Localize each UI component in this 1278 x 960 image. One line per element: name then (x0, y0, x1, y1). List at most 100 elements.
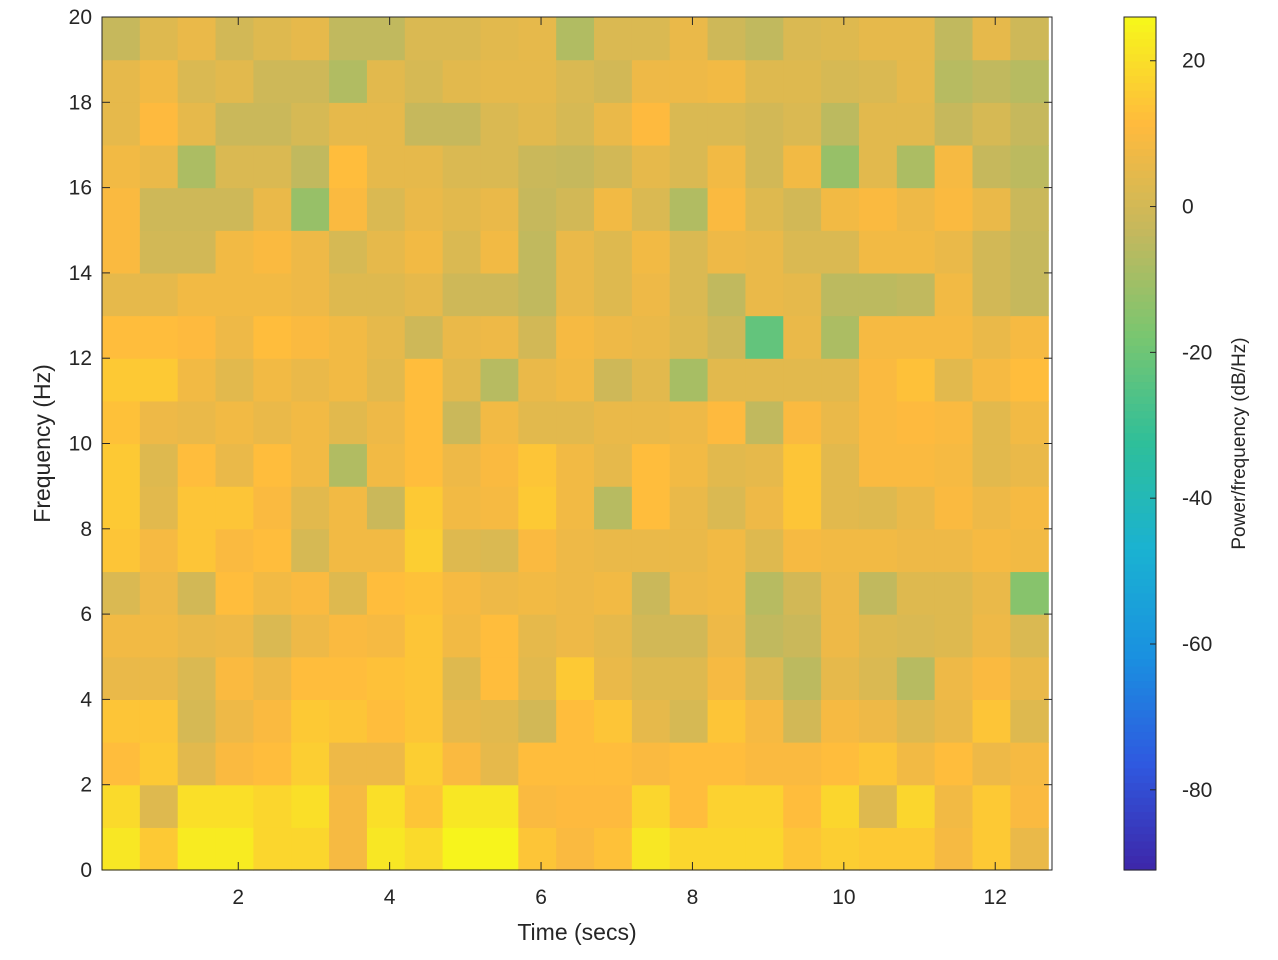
x-tick-label: 8 (687, 886, 699, 909)
heatmap-cell (594, 614, 633, 658)
heatmap-cell (858, 528, 898, 573)
heatmap-cell (253, 59, 292, 103)
colorbar-segment (1124, 651, 1156, 660)
y-axis-label: Frequency (Hz) (29, 364, 55, 522)
heatmap-cell (707, 614, 747, 658)
colorbar-segment (1124, 563, 1156, 572)
heatmap-cell (177, 571, 217, 615)
heatmap-cell (480, 784, 519, 828)
heatmap-cell (215, 614, 254, 658)
heatmap-cell (821, 614, 860, 658)
colorbar-segment (1124, 89, 1156, 98)
colorbar-frame (1123, 16, 1157, 871)
heatmap-cell (518, 443, 557, 487)
heatmap-cell (556, 315, 595, 359)
heatmap-cell (404, 187, 444, 231)
heatmap-cell (669, 315, 709, 359)
heatmap-cell (896, 400, 936, 445)
colorbar-segment (1124, 425, 1156, 434)
heatmap-cell (404, 827, 444, 871)
colorbar-segment (1124, 388, 1156, 397)
heatmap-cell (139, 614, 179, 658)
colorbar-segment (1124, 680, 1156, 689)
heatmap-cell (972, 102, 1011, 146)
colorbar-segment (1124, 848, 1156, 857)
heatmap-cell (972, 358, 1011, 402)
heatmap-cell (442, 571, 482, 615)
heatmap-cell (934, 528, 974, 573)
heatmap-cell (329, 827, 368, 871)
heatmap-cell (177, 59, 217, 103)
heatmap-cell (102, 102, 141, 146)
heatmap-cell (896, 272, 936, 317)
colorbar-segment (1124, 833, 1156, 842)
colorbar-segment (1124, 315, 1156, 324)
heatmap-cell (177, 614, 217, 658)
heatmap-cell (1010, 17, 1049, 61)
heatmap-cell (972, 784, 1011, 828)
heatmap-cell (291, 272, 330, 317)
heatmap-cell (253, 827, 292, 871)
heatmap-cell (177, 486, 217, 530)
heatmap-cell (253, 358, 292, 402)
heatmap-cell (253, 528, 292, 573)
heatmap-cell (858, 827, 898, 871)
colorbar-segment (1124, 140, 1156, 149)
heatmap-cell (594, 443, 633, 487)
heatmap-cell (783, 784, 822, 828)
heatmap-cell (934, 784, 974, 828)
heatmap-cell (215, 102, 254, 146)
heatmap-cell (631, 187, 671, 231)
heatmap-cell (102, 784, 141, 828)
heatmap-cell (556, 571, 595, 615)
heatmap-cell (707, 656, 747, 700)
heatmap-cell (858, 486, 898, 530)
heatmap-cell (821, 187, 860, 231)
heatmap-cell (745, 144, 784, 189)
x-tick-label: 2 (232, 886, 244, 909)
heatmap-cell (177, 230, 217, 274)
heatmap-cell (442, 230, 482, 274)
heatmap-cell (404, 784, 444, 828)
heatmap-cell (896, 102, 936, 146)
colorbar-segment (1124, 541, 1156, 550)
heatmap-cell (139, 59, 179, 103)
heatmap-cell (707, 400, 747, 445)
heatmap-cell (102, 486, 141, 530)
heatmap-cell (404, 528, 444, 573)
heatmap-cell (556, 187, 595, 231)
heatmap-cells (102, 17, 1049, 871)
colorbar-label: Power/frequency (dB/Hz) (1229, 337, 1250, 549)
heatmap-cell (1010, 144, 1049, 189)
heatmap-cell (631, 443, 671, 487)
colorbar-tick-label: -60 (1182, 633, 1212, 656)
heatmap-cell (480, 17, 519, 61)
heatmap-cell (1010, 571, 1049, 615)
heatmap-cell (707, 827, 747, 871)
heatmap-cell (821, 17, 860, 61)
heatmap-cell (215, 486, 254, 530)
colorbar-segment (1124, 811, 1156, 820)
heatmap-cell (934, 358, 974, 402)
heatmap-cell (556, 827, 595, 871)
heatmap-cell (821, 315, 860, 359)
heatmap-cell (177, 656, 217, 700)
heatmap-cell (480, 272, 519, 317)
heatmap-cell (518, 17, 557, 61)
heatmap-cell (480, 358, 519, 402)
heatmap-cell (253, 614, 292, 658)
heatmap-cell (329, 571, 368, 615)
heatmap-cell (821, 784, 860, 828)
heatmap-cell (291, 571, 330, 615)
heatmap-cell (1010, 614, 1049, 658)
heatmap-cell (631, 614, 671, 658)
heatmap-cell (669, 528, 709, 573)
heatmap-cell (215, 742, 254, 786)
heatmap-cell (972, 59, 1011, 103)
heatmap-cell (594, 358, 633, 402)
heatmap-cell (821, 400, 860, 445)
heatmap-cell (783, 486, 822, 530)
y-tick-label: 10 (69, 433, 92, 456)
colorbar-segment (1124, 352, 1156, 361)
heatmap-cell (442, 144, 482, 189)
